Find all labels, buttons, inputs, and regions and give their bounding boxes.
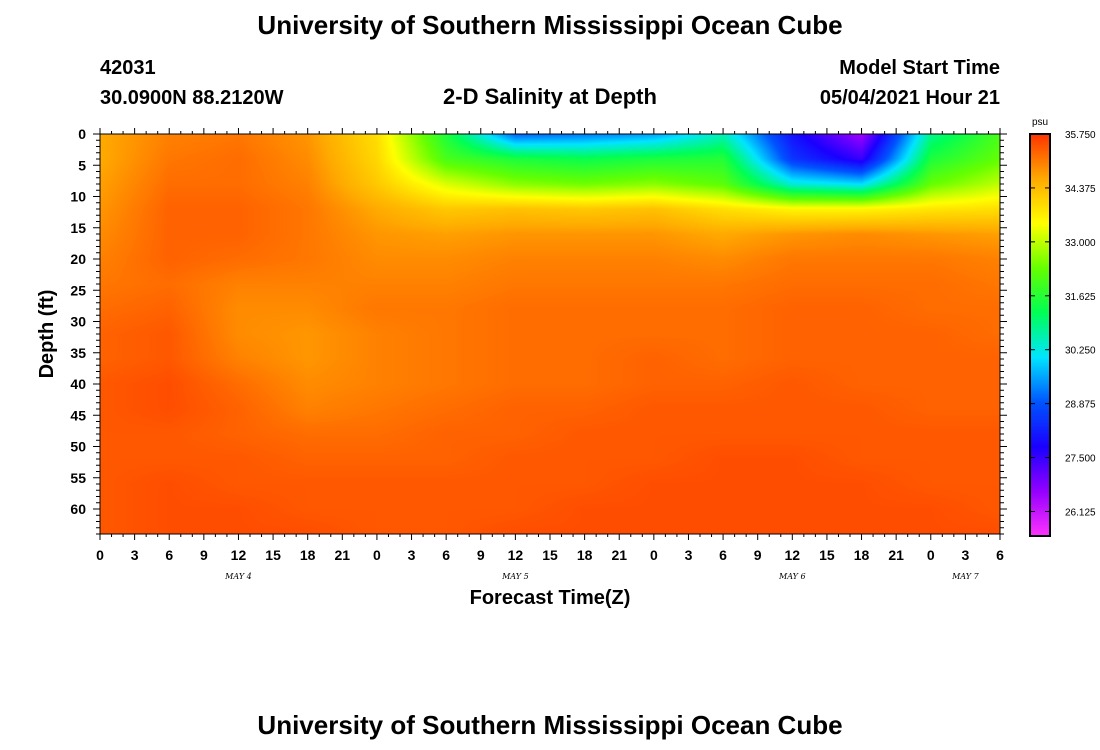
colorbar-label: 34.375: [1065, 184, 1096, 195]
colorbar-label: 30.250: [1065, 346, 1096, 357]
x-tick-label: 0: [650, 547, 658, 563]
colorbar-frame: [1029, 133, 1051, 537]
x-tick-label: 15: [265, 547, 281, 563]
y-tick-label: 55: [70, 470, 86, 486]
salinity-heatmap: [100, 134, 1000, 534]
station-id: 42031: [100, 57, 156, 79]
x-tick-label: 3: [961, 547, 969, 563]
y-axis: 0 5 10 15 20 25 30 35 40 45 50 55 60: [70, 126, 1007, 535]
page-title: University of Southern Mississippi Ocean…: [257, 10, 843, 40]
x-tick-label: 18: [577, 547, 593, 563]
x-tick-label: 0: [96, 547, 104, 563]
x-tick-label: 12: [231, 547, 247, 563]
y-tick-label: 25: [70, 282, 86, 298]
x-date-label: MAY 4: [224, 572, 252, 581]
x-tick-label: 9: [477, 547, 485, 563]
x-tick-label: 3: [685, 547, 693, 563]
plot-frame: [99, 133, 1001, 535]
y-tick-label: 40: [70, 376, 86, 392]
x-tick-label: 21: [888, 547, 904, 563]
colorbar-unit: psu: [1032, 117, 1048, 128]
x-tick-label: 6: [996, 547, 1004, 563]
colorbar-label: 33.000: [1065, 238, 1096, 249]
x-tick-label: 15: [819, 547, 835, 563]
x-tick-label: 6: [719, 547, 727, 563]
x-tick-label: 9: [754, 547, 762, 563]
station-coords: 30.0900N 88.2120W: [100, 87, 284, 109]
y-tick-label: 0: [78, 126, 86, 142]
x-tick-label: 3: [131, 547, 139, 563]
y-tick-label: 15: [70, 220, 86, 236]
x-date-label: MAY 6: [778, 572, 806, 581]
y-tick-label: 35: [70, 345, 86, 361]
colorbar-gradient: [1030, 134, 1050, 536]
x-tick-label: 21: [611, 547, 627, 563]
y-tick-label: 30: [70, 314, 86, 330]
model-start-label: Model Start Time: [839, 57, 1000, 79]
colorbar-label: 35.750: [1065, 130, 1096, 141]
y-axis-title: Depth (ft): [36, 290, 58, 379]
colorbar-label: 31.625: [1065, 292, 1096, 303]
x-tick-label: 12: [785, 547, 801, 563]
y-tick-label: 45: [70, 407, 86, 423]
x-tick-label: 18: [854, 547, 870, 563]
x-tick-label: 6: [165, 547, 173, 563]
x-tick-label: 15: [542, 547, 558, 563]
y-tick-label: 60: [70, 501, 86, 517]
x-tick-label: 0: [927, 547, 935, 563]
x-axis-title: Forecast Time(Z): [470, 587, 631, 609]
x-date-label: MAY 5: [501, 572, 529, 581]
x-tick-label: 21: [335, 547, 351, 563]
x-date-label: MAY 7: [951, 572, 979, 581]
x-tick-label: 12: [508, 547, 524, 563]
footer-title: University of Southern Mississippi Ocean…: [257, 710, 843, 740]
x-tick-label: 6: [442, 547, 450, 563]
colorbar-label: 27.500: [1065, 454, 1096, 465]
x-tick-label: 9: [200, 547, 208, 563]
plot-title: 2-D Salinity at Depth: [443, 84, 657, 109]
colorbar-label: 26.125: [1065, 507, 1096, 518]
y-tick-label: 10: [70, 189, 86, 205]
x-tick-label: 0: [373, 547, 381, 563]
x-tick-label: 18: [300, 547, 316, 563]
model-start-value: 05/04/2021 Hour 21: [819, 87, 1000, 109]
y-tick-label: 50: [70, 439, 86, 455]
y-tick-label: 5: [78, 157, 86, 173]
x-tick-label: 3: [408, 547, 416, 563]
colorbar-label: 28.875: [1065, 400, 1096, 411]
y-tick-label: 20: [70, 251, 86, 267]
